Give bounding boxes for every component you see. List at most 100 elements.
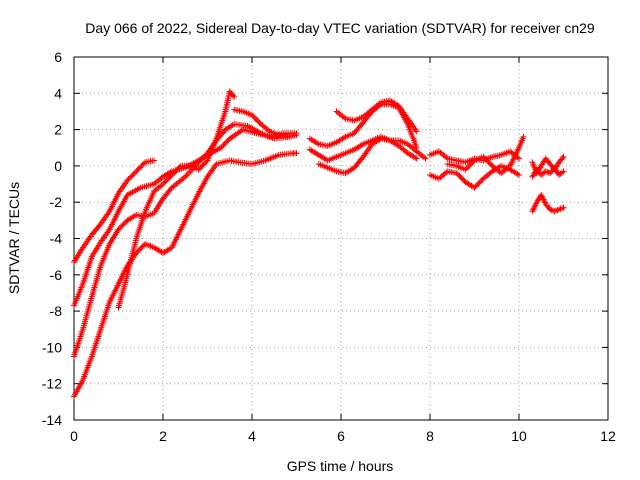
series-track-6 [231, 106, 300, 140]
data-point [167, 186, 174, 193]
data-point [514, 171, 521, 178]
data-point [413, 155, 420, 162]
data-point [358, 142, 365, 149]
data-point [131, 212, 138, 219]
data-point [139, 161, 146, 168]
series-track-1 [71, 157, 158, 266]
data-point [134, 167, 141, 174]
data-point [472, 183, 479, 190]
data-point [182, 173, 189, 180]
data-point [559, 205, 566, 212]
data-point [249, 112, 255, 119]
y-tick-label: -12 [42, 376, 62, 392]
data-point [196, 157, 203, 164]
series-track-16 [529, 191, 567, 215]
data-point [458, 175, 465, 182]
data-point [548, 207, 555, 214]
data-point [466, 162, 473, 169]
data-point [556, 206, 563, 213]
data-point [221, 140, 228, 147]
data-point [453, 170, 460, 177]
data-point [265, 127, 272, 134]
data-point [456, 172, 463, 179]
data-point [443, 154, 450, 161]
data-point [163, 177, 170, 184]
series-track-10 [333, 97, 420, 135]
data-point [151, 157, 158, 164]
data-point [560, 153, 567, 160]
y-axis-label: SDTVAR / TECUs [6, 182, 22, 294]
data-point [184, 170, 191, 177]
data-point [560, 168, 567, 175]
data-point [250, 113, 257, 120]
data-point [413, 128, 420, 135]
data-point [255, 118, 262, 125]
data-point [199, 162, 206, 169]
series-track-11 [427, 148, 522, 166]
data-point [198, 156, 205, 163]
data-point [488, 161, 495, 168]
series-track-13 [444, 133, 527, 177]
data-point [470, 158, 477, 165]
data-point [171, 169, 178, 176]
data-point [119, 222, 126, 229]
x-tick-label: 0 [70, 428, 78, 444]
data-point [135, 165, 142, 172]
series-track-9 [315, 135, 429, 177]
data-point [198, 163, 205, 170]
data-point [195, 159, 202, 166]
data-point [376, 100, 383, 107]
data-point [138, 163, 145, 170]
data-point [173, 166, 180, 173]
x-tick-label: 2 [159, 428, 167, 444]
data-point [161, 179, 168, 186]
data-point [479, 176, 486, 183]
data-point [201, 160, 208, 167]
data-point [222, 139, 229, 146]
y-tick-label: 0 [54, 158, 62, 174]
data-point [172, 168, 179, 175]
data-point [170, 170, 177, 177]
series-track-4 [71, 150, 300, 400]
data-point [293, 132, 300, 139]
data-point [468, 160, 475, 167]
data-point [165, 175, 172, 182]
data-point [462, 166, 469, 173]
grid-lines [74, 57, 608, 420]
y-tick-label: -8 [50, 303, 63, 319]
y-tick-label: 2 [54, 122, 62, 138]
data-point [254, 117, 261, 124]
data-point [135, 247, 142, 254]
data-point [199, 155, 206, 162]
data-point [201, 152, 208, 159]
series-track-15 [529, 164, 567, 180]
data-point [128, 173, 135, 180]
data-point [133, 168, 140, 175]
data-point [175, 165, 182, 172]
data-point [256, 119, 263, 126]
data-point [421, 154, 428, 161]
data-point [220, 142, 227, 149]
data-point [180, 175, 187, 181]
x-tick-label: 6 [337, 428, 345, 444]
data-point [251, 114, 258, 121]
y-tick-label: 4 [54, 85, 62, 101]
data-point [194, 160, 201, 167]
data-point [422, 155, 429, 162]
data-point [132, 169, 139, 176]
data-point [125, 176, 132, 183]
data-point [200, 154, 207, 161]
x-tick-label: 8 [426, 428, 434, 444]
data-point [229, 122, 236, 129]
data-point [314, 140, 321, 147]
data-point [133, 250, 140, 257]
data-point [224, 138, 231, 145]
data-point [126, 174, 133, 181]
data-point [118, 223, 125, 230]
data-point [560, 204, 567, 211]
y-tick-label: -10 [42, 339, 62, 355]
data-point [293, 150, 300, 157]
data-point [475, 180, 482, 187]
y-tick-label: -4 [50, 231, 63, 247]
data-point [559, 155, 566, 162]
